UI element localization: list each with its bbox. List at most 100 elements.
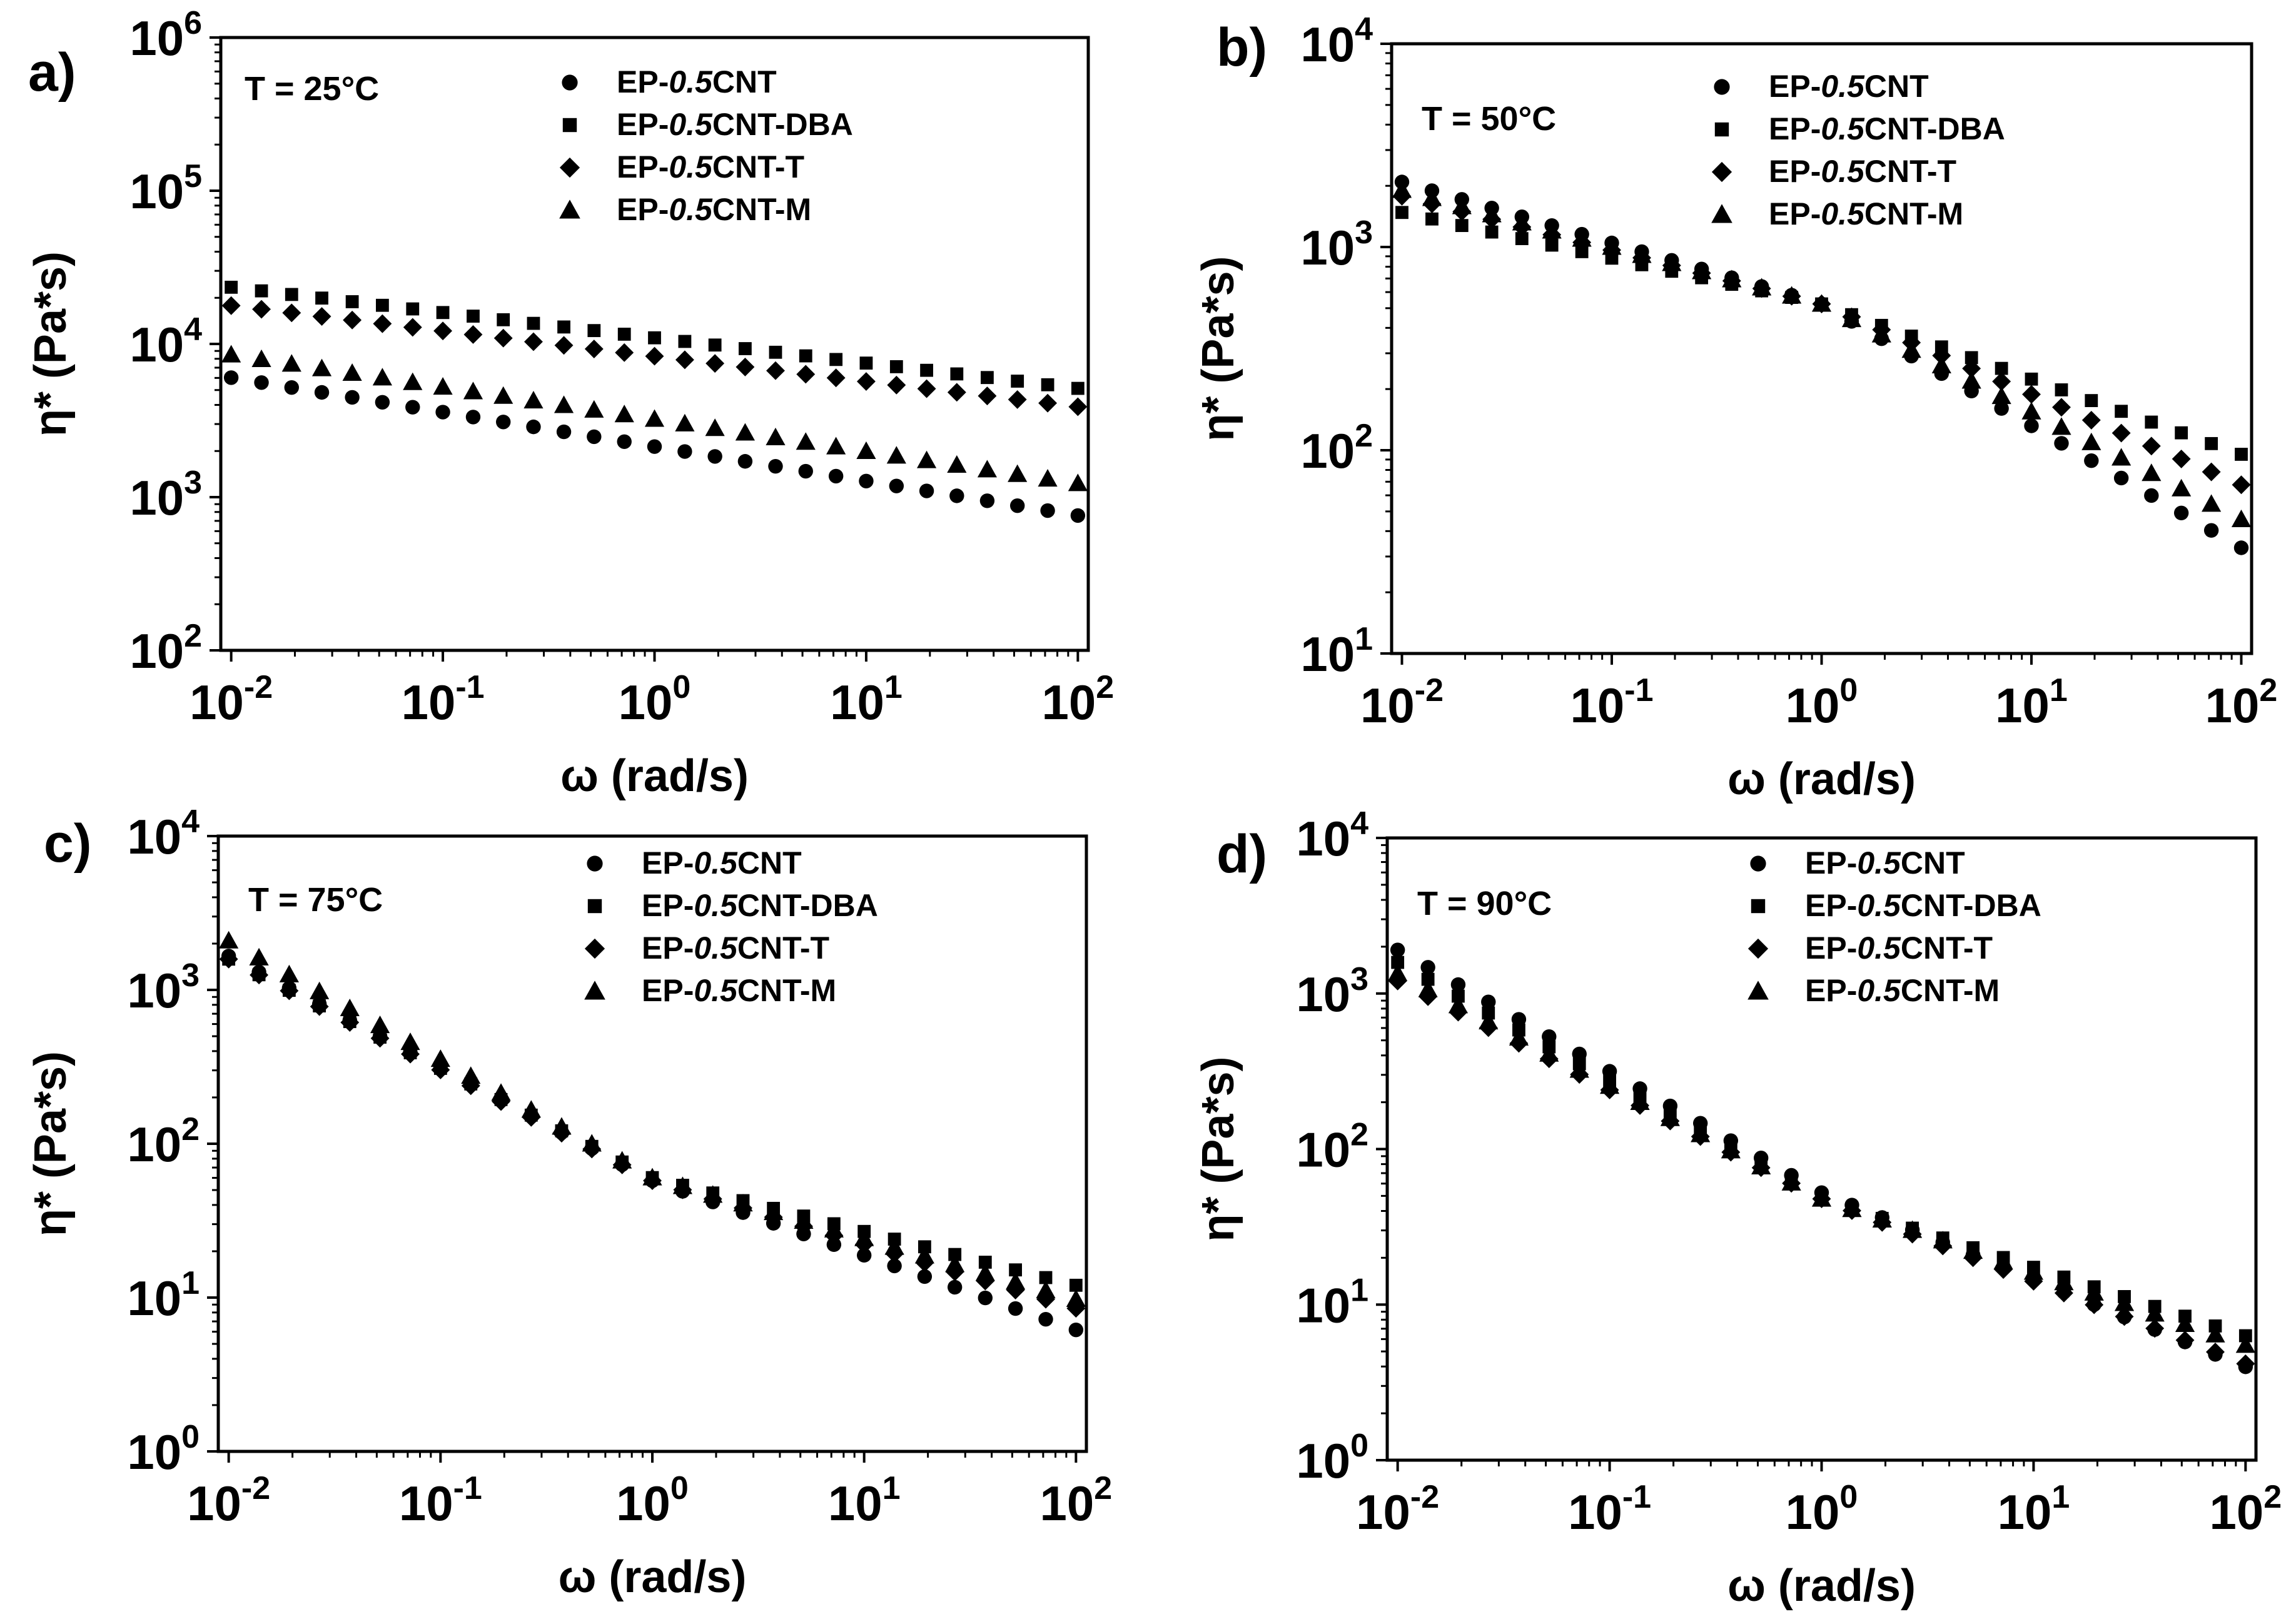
y-tick-label-b-1: 102: [1300, 418, 1373, 478]
data-point-c-s3-6: [400, 1032, 420, 1051]
data-point-a-s1-17: [738, 342, 752, 355]
data-point-d-s2-24: [2115, 1307, 2134, 1326]
temperature-label-c: T = 75°C: [248, 881, 383, 919]
data-point-a-s3-25: [977, 460, 998, 478]
data-point-a-s2-17: [736, 357, 755, 376]
data-point-b-s2-22: [2052, 398, 2071, 417]
x-tick-label-b-3: 101: [1995, 672, 2068, 733]
data-point-d-s3-20: [1993, 1251, 2013, 1269]
data-point-c-s1-28: [1069, 1278, 1083, 1292]
data-point-a-s0-14: [647, 439, 662, 454]
chart-svg-d: 10-2 10-1 100 101 102 100 101 102 103 104 ω (rad/s…: [1193, 805, 2282, 1611]
data-point-b-s1-0: [1395, 206, 1408, 219]
data-point-a-s0-26: [1009, 498, 1025, 513]
legend-marker-d-1: [1751, 899, 1766, 914]
data-point-a-s3-6: [403, 372, 423, 390]
x-tick-label-d-3: 101: [1998, 1479, 2070, 1540]
y-tick-label-a-3: 105: [129, 158, 202, 219]
data-point-d-s3-6: [1569, 1060, 1589, 1078]
y-tick-label-d-3: 103: [1296, 961, 1368, 1022]
legend-marker-d-2: [1747, 938, 1769, 959]
data-point-a-s3-8: [463, 381, 483, 400]
data-point-a-s1-0: [225, 280, 238, 294]
data-point-b-s3-9: [1662, 253, 1682, 271]
data-point-a-s3-24: [947, 455, 967, 473]
data-point-a-s2-8: [463, 325, 483, 344]
data-point-d-s3-22: [2054, 1273, 2074, 1291]
chart-svg-b: 10-2 10-1 100 101 102 101 102 103 104 ω (rad/s) η*…: [1193, 11, 2277, 804]
data-point-a-s3-19: [796, 432, 816, 450]
chart-svg-a: 10-2 10-1 100 101 102 102 103 104 105 106 ω (rad/s…: [26, 5, 1114, 801]
data-point-c-s0-24: [947, 1279, 963, 1295]
x-tick-label-d-2: 100: [1786, 1479, 1858, 1540]
data-point-c-s0-21: [856, 1248, 872, 1263]
data-point-a-s1-7: [436, 306, 450, 320]
data-point-d-s0-0: [1390, 942, 1405, 957]
data-point-c-s3-21: [854, 1228, 874, 1246]
x-axis-label-c: ω (rad/s): [559, 1552, 747, 1602]
data-point-a-s3-28: [1068, 473, 1088, 492]
data-point-a-s0-27: [1040, 503, 1055, 518]
data-point-a-s2-3: [312, 307, 331, 326]
data-point-a-s3-9: [493, 386, 513, 404]
data-point-b-s1-22: [2055, 383, 2068, 396]
data-point-c-s3-19: [794, 1211, 814, 1229]
legend-label-b-1: EP-0.5CNT-DBA: [1769, 111, 2005, 146]
y-tick-label-c-4: 104: [127, 804, 200, 864]
data-point-a-s3-5: [372, 368, 392, 386]
legend-marker-b-2: [1711, 161, 1732, 183]
legend-label-d-3: EP-0.5CNT-M: [1805, 973, 2000, 1008]
data-point-a-s3-27: [1038, 469, 1058, 487]
data-point-d-s3-9: [1660, 1108, 1680, 1126]
legend-marker-b-1: [1714, 122, 1729, 137]
data-point-c-s3-12: [582, 1134, 602, 1152]
data-point-c-s0-25: [978, 1290, 993, 1306]
data-point-a-s3-0: [221, 345, 241, 363]
legend-label-b-0: EP-0.5CNT: [1769, 69, 1929, 104]
data-point-a-s1-1: [255, 284, 268, 298]
data-point-a-s1-27: [1041, 378, 1054, 391]
data-point-c-s3-1: [249, 947, 269, 966]
data-point-a-s0-9: [496, 415, 511, 430]
data-point-b-s0-22: [2054, 436, 2069, 451]
panel-label-a: a): [28, 43, 76, 103]
data-point-a-s1-21: [859, 356, 873, 370]
data-point-b-s3-16: [1871, 325, 1891, 343]
data-point-a-s1-23: [920, 363, 933, 377]
data-point-c-s0-26: [1008, 1301, 1023, 1316]
data-point-c-s3-14: [642, 1168, 662, 1186]
x-axis-label-d: ω (rad/s): [1727, 1561, 1916, 1611]
data-point-d-s3-2: [1448, 996, 1469, 1014]
data-point-c-s3-10: [521, 1100, 541, 1118]
data-point-d-s3-10: [1691, 1124, 1711, 1142]
data-point-a-s0-15: [677, 444, 692, 459]
data-point-c-s1-27: [1039, 1271, 1053, 1284]
data-point-d-s3-26: [2175, 1314, 2195, 1333]
legend-label-a-2: EP-0.5CNT-T: [617, 149, 804, 184]
data-point-a-s1-28: [1071, 381, 1085, 395]
data-point-a-s2-25: [978, 386, 997, 406]
data-point-b-s3-17: [1901, 340, 1921, 358]
data-point-a-s3-4: [342, 363, 362, 381]
data-point-b-s2-25: [2142, 436, 2161, 456]
data-point-c-s3-11: [552, 1117, 572, 1135]
data-point-c-s3-8: [461, 1066, 481, 1084]
data-point-a-s2-15: [675, 350, 694, 370]
data-point-d-s2-28: [2236, 1354, 2255, 1373]
data-point-a-s0-7: [435, 405, 450, 420]
data-point-b-s3-3: [1482, 204, 1502, 223]
legend-marker-b-0: [1714, 79, 1730, 95]
chart-panel-b: 10-2 10-1 100 101 102 101 102 103 104 ω (rad/s) η*…: [1157, 0, 2296, 810]
data-point-a-s0-18: [768, 458, 783, 474]
data-point-d-s0-2: [1450, 977, 1466, 992]
data-point-a-s0-20: [828, 468, 844, 484]
data-point-a-s2-21: [856, 372, 876, 391]
data-point-a-s0-8: [465, 410, 481, 425]
y-tick-label-a-1: 103: [129, 465, 202, 525]
data-point-a-s1-3: [315, 291, 328, 305]
data-point-b-s0-20: [1994, 401, 2009, 416]
data-point-b-s0-23: [2084, 453, 2099, 468]
data-point-c-s3-22: [884, 1237, 904, 1255]
data-point-a-s2-9: [493, 328, 513, 348]
data-point-b-s3-2: [1452, 196, 1472, 214]
